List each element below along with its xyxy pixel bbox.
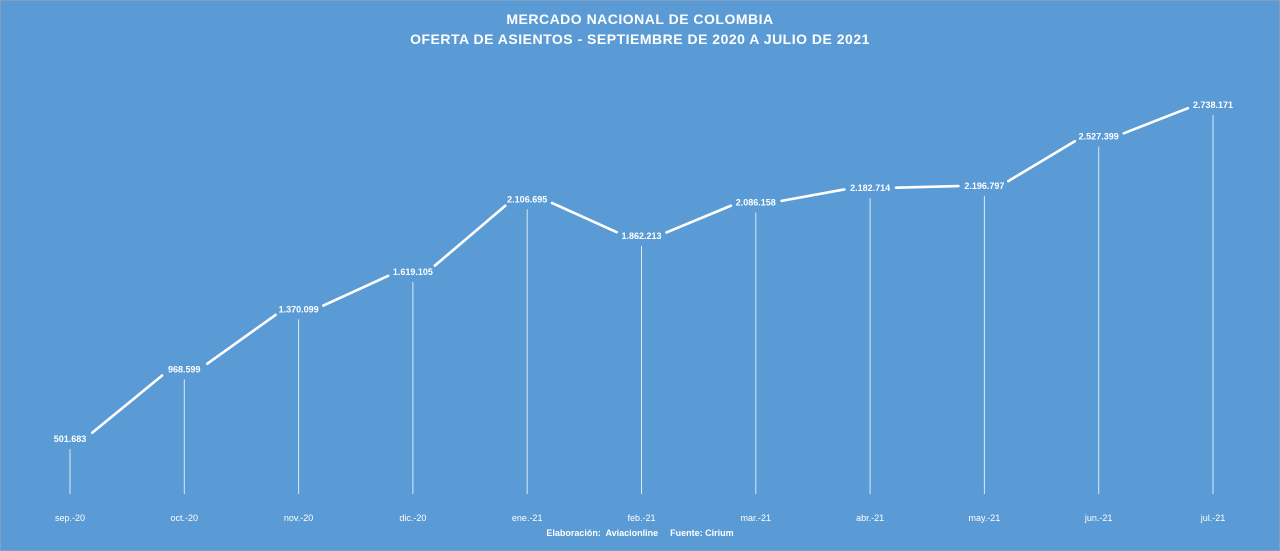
series-line-segment	[894, 184, 960, 190]
chart-title-block: MERCADO NACIONAL DE COLOMBIA OFERTA DE A…	[1, 9, 1279, 49]
data-label: 2.182.714	[850, 183, 890, 193]
data-label: 501.683	[54, 434, 87, 444]
chart-subtitle: OFERTA DE ASIENTOS - SEPTIEMBRE DE 2020 …	[410, 31, 870, 47]
x-tick-label: jul.-21	[1200, 513, 1226, 523]
series-line-segment	[206, 313, 277, 365]
series-line-segment	[1006, 139, 1077, 183]
x-tick-label: oct.-20	[171, 513, 199, 523]
series-line-segment	[550, 201, 619, 234]
data-label: 1.862.213	[621, 231, 661, 241]
x-tick-label: jun.-21	[1084, 513, 1113, 523]
x-tick-label: mar.-21	[741, 513, 772, 523]
x-tick-label: sep.-20	[55, 513, 85, 523]
series-line-segment	[322, 274, 390, 307]
x-tick-label: nov.-20	[284, 513, 313, 523]
x-tick-label: abr.-21	[856, 513, 884, 523]
data-label: 1.619.105	[393, 267, 433, 277]
data-label: 2.106.695	[507, 194, 547, 204]
chart-footer: Elaboración: Aviacionline Fuente: Cirium	[1, 528, 1279, 538]
data-label: 2.196.797	[964, 181, 1004, 191]
x-tick-label: ene.-21	[512, 513, 543, 523]
chart-title: MERCADO NACIONAL DE COLOMBIA	[506, 11, 774, 27]
data-label: 1.370.099	[279, 304, 319, 314]
elaboracion-label: Elaboración: Aviacionline	[546, 528, 659, 538]
series-line-segment	[665, 204, 733, 234]
data-label: 2.086.158	[736, 197, 776, 207]
data-label: 968.599	[168, 364, 201, 374]
data-label: 2.527.399	[1079, 131, 1119, 141]
series-line-segment	[1122, 106, 1190, 135]
series-line-segment	[433, 204, 507, 267]
series-line-segment	[90, 374, 164, 435]
data-label: 2.738.171	[1193, 100, 1233, 110]
x-tick-label: may.-21	[968, 513, 1000, 523]
x-tick-label: dic.-20	[399, 513, 426, 523]
x-tick-label: feb.-21	[627, 513, 655, 523]
series-line-segment	[780, 188, 846, 203]
fuente-label: Fuente: Cirium	[670, 528, 734, 538]
